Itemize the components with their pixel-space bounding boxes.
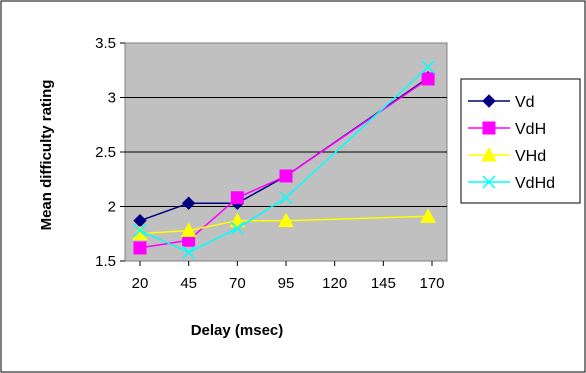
legend-label-vhd: VHd	[515, 148, 546, 165]
data-point-vhd	[278, 212, 294, 228]
legend-item-vd: Vd	[468, 94, 535, 111]
x-tick-label: 170	[419, 275, 444, 292]
legend-item-vhd: VHd	[468, 146, 546, 165]
y-tick-label: 1.5	[95, 253, 116, 270]
data-point-vhd	[420, 208, 436, 223]
legend-item-vdhd: VdHd	[468, 175, 555, 192]
y-tick-label: 2	[108, 199, 116, 216]
data-point-vdhd	[230, 221, 244, 235]
legend: Vd VdH VHd VdHd	[468, 94, 555, 192]
legend-label-vdh: VdH	[515, 121, 546, 138]
data-point-vdh	[421, 72, 435, 86]
series-layer	[132, 60, 436, 259]
y-axis-ticks: 1.5 2 2.5 3 3.5	[95, 35, 125, 270]
x-axis-title: Delay (msec)	[191, 322, 284, 339]
data-point-vdhd	[133, 223, 147, 238]
legend-marker-vdhd	[482, 175, 496, 189]
x-tick-label: 95	[278, 275, 295, 292]
data-point-vdh	[279, 169, 293, 183]
legend-item-vdh: VdH	[468, 121, 546, 138]
x-axis-ticks: 20 45 70 95 120 145 170	[132, 261, 445, 292]
legend-marker-vdh	[482, 121, 496, 135]
data-point-vhd	[229, 212, 246, 228]
y-axis-title: Mean difficulty rating	[38, 80, 55, 231]
data-point-vhd	[180, 222, 197, 237]
y-tick-label: 3.5	[95, 35, 116, 52]
data-point-vdh	[230, 191, 244, 205]
x-tick-label: 120	[322, 275, 347, 292]
data-point-vdh	[133, 241, 147, 255]
x-tick-label: 20	[132, 275, 149, 292]
legend-label-vd: Vd	[515, 94, 535, 111]
x-tick-label: 70	[229, 275, 246, 292]
data-point-vdhd	[279, 191, 293, 205]
x-tick-label: 145	[371, 275, 396, 292]
x-tick-label: 45	[180, 275, 197, 292]
legend-label-vdhd: VdHd	[515, 175, 555, 192]
data-point-vd	[181, 196, 196, 210]
y-tick-label: 3	[108, 90, 116, 107]
legend-marker-vd	[482, 94, 496, 108]
y-tick-label: 2.5	[95, 144, 116, 161]
data-point-vdhd	[182, 245, 196, 259]
legend-marker-vhd	[481, 146, 497, 162]
data-point-vdhd	[421, 60, 435, 74]
